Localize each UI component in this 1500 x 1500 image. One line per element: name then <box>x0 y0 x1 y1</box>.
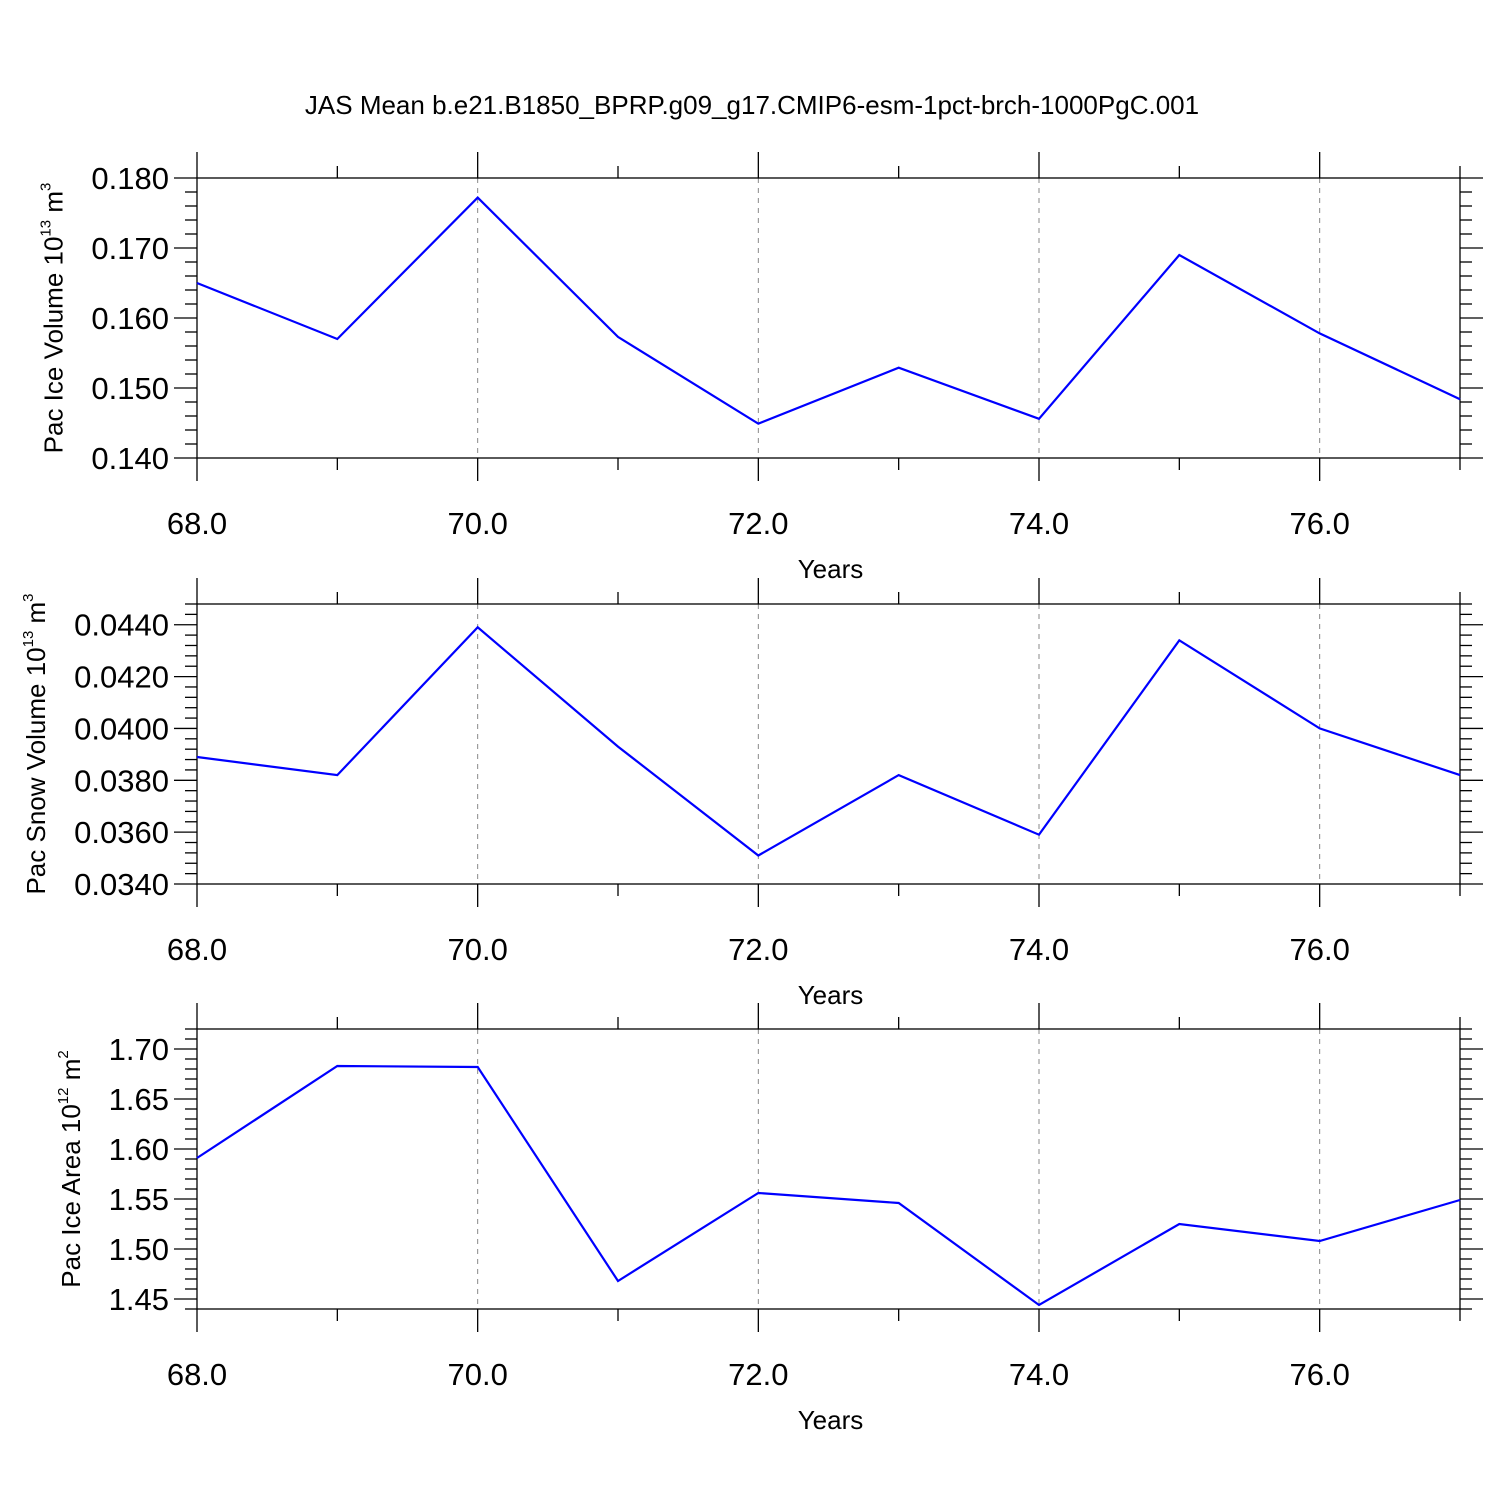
y-tick-label: 1.55 <box>109 1182 169 1217</box>
x-axis-label: Years <box>798 980 864 1010</box>
x-tick-label: 76.0 <box>1289 1357 1349 1392</box>
chart-panel-1: 68.0 70.0 72.0 74.0 76.0 0.140 0.150 0.160 0.170… <box>38 152 1483 584</box>
y-tick-label: 1.50 <box>109 1232 169 1267</box>
x-tick-label: 74.0 <box>1009 1357 1069 1392</box>
plot-frame <box>196 177 1461 459</box>
y-tick-label: 1.70 <box>109 1032 169 1067</box>
x-tick-label: 72.0 <box>728 506 788 541</box>
y-tick-label: 0.150 <box>91 371 169 406</box>
y-tick-label: 1.45 <box>109 1282 169 1317</box>
y-axis-label-superscript: 13 <box>20 631 37 648</box>
x-tick-label: 76.0 <box>1289 932 1349 967</box>
y-axis-label-superscript: 2 <box>55 1050 72 1058</box>
y-axis-label-part: Pac Ice Volume 10 <box>39 237 69 454</box>
y-tick-label: 0.160 <box>91 301 169 336</box>
x-tick-label: 70.0 <box>447 932 507 967</box>
y-axis-label-part: Pac Snow Volume 10 <box>21 647 51 894</box>
x-tick-label: 74.0 <box>1009 506 1069 541</box>
y-tick-label: 0.0340 <box>74 867 169 902</box>
x-tick-label: 70.0 <box>447 1357 507 1392</box>
y-tick-label: 1.65 <box>109 1082 169 1117</box>
x-tick-label: 74.0 <box>1009 932 1069 967</box>
y-tick-label: 1.60 <box>109 1132 169 1167</box>
x-tick-label: 70.0 <box>447 506 507 541</box>
y-axis-label-superscript: 13 <box>38 220 55 237</box>
y-tick-label: 0.140 <box>91 441 169 476</box>
y-axis-label: Pac Ice Area 1012 m2 <box>55 1050 86 1287</box>
x-tick-label: 72.0 <box>728 932 788 967</box>
y-tick-label: 0.170 <box>91 231 169 266</box>
x-tick-label: 68.0 <box>167 1357 227 1392</box>
y-axis-label-part: m <box>21 602 51 631</box>
y-axis-label-superscript: 12 <box>55 1087 72 1104</box>
x-tick-label: 72.0 <box>728 1357 788 1392</box>
x-tick-label: 68.0 <box>167 506 227 541</box>
y-axis-label-part: m <box>39 191 69 220</box>
series-line <box>196 196 1461 425</box>
x-axis-label: Years <box>798 1405 864 1435</box>
series-line <box>196 1064 1461 1307</box>
y-axis-label-superscript: 3 <box>20 593 37 601</box>
chart-panel-2: 68.0 70.0 72.0 74.0 76.0 0.0340 0.0360 0.0380 0.… <box>20 578 1483 1010</box>
y-axis-label: Pac Ice Volume 1013 m3 <box>38 183 69 454</box>
series-line <box>196 625 1461 857</box>
y-tick-label: 0.0420 <box>74 660 169 695</box>
y-axis-label-superscript: 3 <box>38 183 55 191</box>
plot-frame <box>196 603 1461 885</box>
y-tick-label: 0.180 <box>91 161 169 196</box>
x-tick-label: 76.0 <box>1289 506 1349 541</box>
panels: 68.0 70.0 72.0 74.0 76.0 0.140 0.150 0.160 0.170… <box>20 152 1483 1435</box>
y-axis-label: Pac Snow Volume 1013 m3 <box>20 593 51 894</box>
y-tick-label: 0.0380 <box>74 763 169 798</box>
y-axis-label-part: Pac Ice Area 10 <box>56 1104 86 1288</box>
y-tick-label: 0.0400 <box>74 711 169 746</box>
figure-title: JAS Mean b.e21.B1850_BPRP.g09_g17.CMIP6-… <box>305 90 1199 120</box>
chart-panel-3: 68.0 70.0 72.0 74.0 76.0 1.45 1.50 1.55 1.60 1.65… <box>55 1003 1483 1435</box>
x-tick-label: 68.0 <box>167 932 227 967</box>
y-axis-label-part: m <box>56 1059 86 1088</box>
y-tick-label: 0.0440 <box>74 608 169 643</box>
plot-frame <box>196 1028 1461 1310</box>
y-tick-label: 0.0360 <box>74 815 169 850</box>
x-axis-label: Years <box>798 554 864 584</box>
